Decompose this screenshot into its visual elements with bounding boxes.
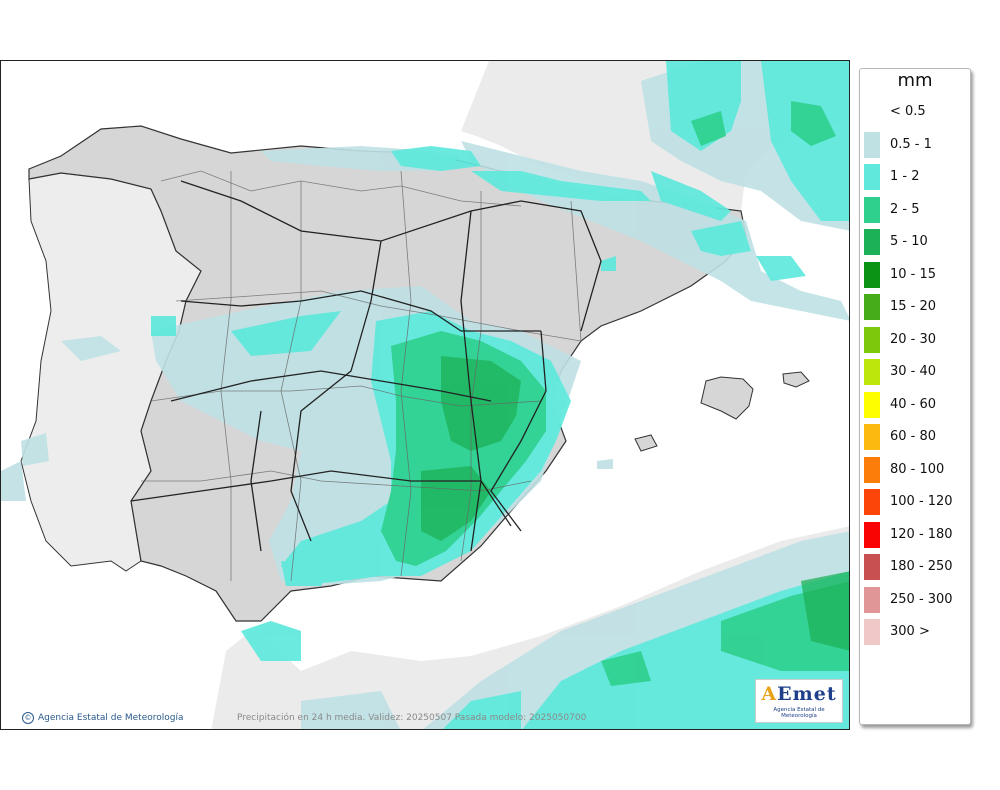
region-borders — [130, 180, 602, 552]
map-canvas — [1, 61, 849, 729]
legend-swatch — [864, 99, 880, 125]
legend-swatch — [864, 521, 880, 548]
legend-item: 5 - 10 — [864, 229, 968, 255]
legend-label: 2 - 5 — [890, 201, 920, 217]
legend-label: 120 - 180 — [890, 526, 953, 542]
legend-label: 60 - 80 — [890, 429, 937, 444]
legend-item: 300 > — [864, 619, 968, 645]
legend-label: 40 - 60 — [890, 396, 937, 412]
precipitation-legend: mm < 0.5 0.5 - 1 1 - 2 2 - 5 5 - 10 10 - 15 15… — [859, 68, 971, 725]
legend-label: 300 > — [890, 624, 930, 639]
legend-swatch — [864, 229, 880, 255]
legend-swatch — [864, 424, 880, 450]
legend-label: 250 - 300 — [890, 591, 953, 607]
legend-title: mm — [897, 70, 933, 91]
legend-item: 180 - 250 — [864, 554, 968, 580]
legend-swatch — [864, 586, 880, 613]
copyright-icon: © — [22, 712, 34, 724]
legend-item: < 0.5 — [864, 99, 968, 125]
legend-swatch — [864, 456, 880, 483]
legend-label: 20 - 30 — [890, 331, 937, 347]
precip-layer-5-10 — [421, 356, 849, 651]
precipitation-map[interactable] — [0, 60, 850, 730]
legend-item: 15 - 20 — [864, 294, 968, 320]
legend-item: 40 - 60 — [864, 391, 968, 418]
legend-label: 5 - 10 — [890, 234, 928, 249]
legend-item: 80 - 100 — [864, 456, 968, 483]
legend-item: 0.5 - 1 — [864, 131, 968, 158]
logo-wordmark: AEmet — [761, 683, 837, 705]
legend-swatch — [864, 294, 880, 320]
legend-swatch — [864, 326, 880, 353]
legend-swatch — [864, 391, 880, 418]
legend-item: 10 - 15 — [864, 261, 968, 288]
legend-swatch — [864, 196, 880, 223]
legend-swatch — [864, 554, 880, 580]
aemet-logo: AEmet Agencia Estatal de Meteorología — [755, 679, 843, 723]
legend-item: 1 - 2 — [864, 164, 968, 190]
legend-label: 30 - 40 — [890, 364, 937, 379]
legend-label: 0.5 - 1 — [890, 136, 932, 152]
legend-label: 15 - 20 — [890, 299, 937, 314]
menorca — [782, 371, 810, 388]
legend-label: 100 - 120 — [890, 494, 953, 509]
legend-swatch — [864, 359, 880, 385]
legend-item: 250 - 300 — [864, 586, 968, 613]
legend-label: 10 - 15 — [890, 266, 937, 282]
legend-label: 180 - 250 — [890, 559, 953, 574]
legend-label: 80 - 100 — [890, 461, 945, 477]
legend-swatch — [864, 164, 880, 190]
copyright-credit: © Agencia Estatal de Meteorología — [22, 712, 184, 724]
logo-subtitle: Agencia Estatal de Meteorología — [773, 707, 825, 719]
legend-label: 1 - 2 — [890, 169, 920, 184]
mallorca — [700, 376, 754, 420]
legend-item: 2 - 5 — [864, 196, 968, 223]
legend-label: < 0.5 — [890, 104, 926, 119]
legend-item: 60 - 80 — [864, 424, 968, 450]
legend-item: 30 - 40 — [864, 359, 968, 385]
legend-item: 100 - 120 — [864, 489, 968, 515]
map-caption: Precipitación en 24 h media. Validez: 20… — [237, 713, 587, 723]
legend-swatch — [864, 131, 880, 158]
credit-text: Agencia Estatal de Meteorología — [38, 713, 184, 723]
legend-item: 120 - 180 — [864, 521, 968, 548]
ibiza — [634, 434, 658, 452]
legend-swatch — [864, 261, 880, 288]
legend-swatch — [864, 619, 880, 645]
legend-item: 20 - 30 — [864, 326, 968, 353]
legend-swatch — [864, 489, 880, 515]
